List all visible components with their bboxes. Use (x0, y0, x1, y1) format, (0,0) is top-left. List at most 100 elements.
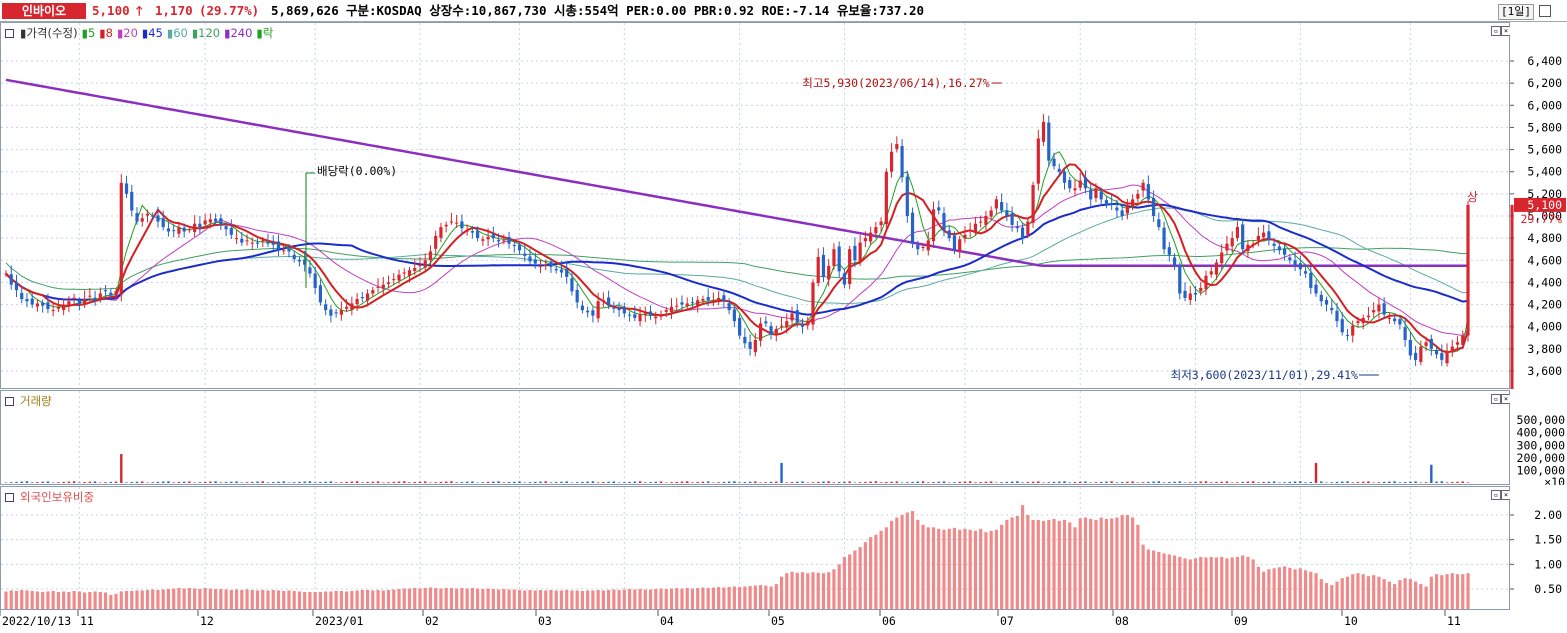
volume-bar (114, 481, 118, 483)
volume-bar (968, 481, 972, 483)
panel-toggle-icon[interactable] (5, 29, 14, 38)
volume-bar (680, 481, 684, 483)
panel-minimize-icon[interactable]: ▫ (1491, 26, 1501, 36)
volume-bar (298, 481, 301, 483)
dividend-annotation: 배당락(0.00%) (317, 164, 397, 178)
foreign-bar (549, 589, 553, 609)
panel-toggle-icon[interactable] (5, 493, 14, 502)
volume-axis: 500,000 400,000 300,000 200,000 100,000 ×10 (1510, 390, 1567, 489)
price-change: 1,170 (155, 3, 193, 18)
volume-bar (958, 481, 961, 483)
foreign-bar (413, 588, 417, 609)
window-controls[interactable] (1538, 3, 1564, 19)
volume-bar (214, 481, 217, 483)
volume-bar (555, 482, 558, 483)
foreign-bar (444, 588, 448, 609)
foreign-bar (601, 590, 605, 609)
volume-bar (219, 482, 223, 483)
candle-body (318, 285, 323, 303)
candle-body (476, 230, 480, 239)
low-annotation: 최저3,600(2023/11/01),29.41% (1171, 368, 1358, 382)
volume-chart-svg[interactable] (1, 391, 1509, 484)
foreign-bar (1005, 519, 1009, 609)
volume-bar (182, 481, 186, 483)
volume-bar (864, 481, 867, 483)
candle-body (1115, 207, 1119, 211)
foreign-bar (931, 527, 936, 609)
foreign-bar (1204, 557, 1208, 609)
stock-name-button[interactable]: 인바이오 (2, 3, 86, 19)
foreign-bar (910, 511, 915, 609)
volume-bar (266, 482, 270, 483)
foreign-bar (963, 528, 967, 609)
volume-bar (1314, 462, 1318, 483)
legend-item[interactable]: ▮락 (256, 26, 274, 40)
candle-body (675, 305, 679, 307)
foreign-bar (596, 589, 600, 609)
volume-bar (162, 481, 165, 483)
foreign-bar (1309, 571, 1313, 609)
volume-bar (1241, 481, 1244, 483)
volume-bar (869, 481, 872, 483)
volume-bar (827, 481, 830, 483)
foreign-bar (287, 590, 291, 609)
foreign-chart-svg[interactable] (1, 487, 1509, 609)
volume-bar (1021, 482, 1024, 483)
candle-body (795, 310, 799, 323)
panel-toggle-icon[interactable] (5, 397, 14, 406)
volume-bar (1162, 482, 1166, 483)
foreign-bar (984, 532, 988, 609)
volume-bar (403, 481, 406, 483)
legend-item[interactable]: ▮20 (116, 26, 138, 40)
candle-body (1041, 121, 1046, 142)
candle-body (1461, 335, 1465, 345)
candle-body (680, 302, 684, 305)
foreign-tick-label: 1.50 (1534, 533, 1562, 547)
volume-bar (1414, 481, 1417, 483)
panel-minimize-icon[interactable]: ▫ (1491, 490, 1501, 500)
candle-body (470, 231, 474, 233)
candle-body (360, 297, 364, 299)
volume-bar (843, 481, 846, 483)
candle-body (821, 254, 826, 277)
foreign-bar (1393, 584, 1397, 609)
volume-bar (670, 482, 673, 483)
period-selector[interactable]: [1일] (1498, 4, 1534, 20)
candle-body (177, 227, 181, 234)
date-tick-label: 09 (1234, 614, 1248, 628)
candle-body (1052, 158, 1056, 167)
volume-bar (539, 481, 542, 483)
price-panel[interactable]: ▮가격(수정) ▮5 ▮8 ▮20 ▮45 ▮60 ▮120 ▮240 ▮락 ▫ × 최고5,9… (0, 22, 1511, 389)
foreign-bar (103, 592, 108, 609)
volume-bar (1084, 481, 1087, 483)
candle-body (1157, 219, 1161, 228)
foreign-bar (1115, 517, 1119, 609)
candle-body (617, 307, 621, 311)
candle-body (1099, 191, 1103, 200)
volume-panel[interactable]: 거래량 ▫ × (0, 390, 1511, 485)
foreign-ownership-panel[interactable]: 외국인보유비중 ▫ × (0, 486, 1511, 610)
candle-body (900, 146, 904, 178)
candle-body (664, 310, 668, 312)
foreign-bar (1057, 520, 1061, 609)
legend-item[interactable]: ▮240 (224, 26, 253, 40)
maximize-icon[interactable] (1539, 5, 1551, 17)
candle-body (365, 293, 370, 301)
price-chart-svg[interactable]: 최고5,930(2023/06/14),16.27% 최저3,600(2023/1… (1, 23, 1509, 388)
legend-item[interactable]: ▮60 (166, 26, 188, 40)
candle-body (654, 316, 658, 319)
legend-item[interactable]: ▮가격(수정) (20, 26, 78, 40)
legend-item[interactable]: ▮120 (191, 26, 221, 40)
panel-minimize-icon[interactable]: ▫ (1491, 394, 1501, 404)
foreign-bar (837, 564, 841, 609)
volume-bar (72, 481, 76, 483)
foreign-bar (1214, 557, 1219, 609)
legend-item[interactable]: ▮45 (141, 26, 163, 40)
legend-item[interactable]: ▮5 (81, 26, 96, 40)
foreign-bar (1319, 579, 1323, 609)
legend-item[interactable]: ▮8 (99, 26, 113, 40)
volume-bar (203, 481, 207, 483)
candle-body (627, 314, 632, 316)
volume-bar (224, 482, 228, 483)
foreign-bar (1455, 574, 1460, 609)
